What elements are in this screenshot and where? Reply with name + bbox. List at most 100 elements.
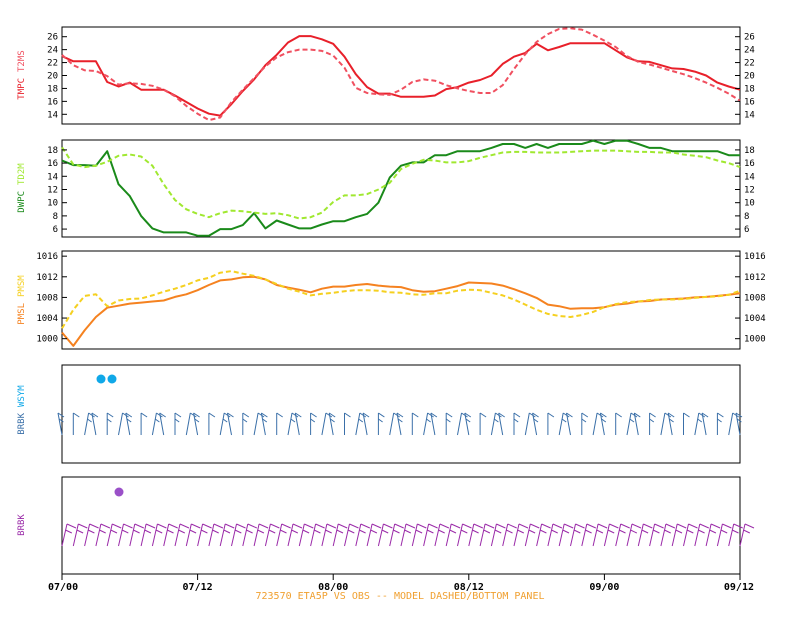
wind-barb-flag: [381, 529, 389, 534]
wind-barb-shaft: [193, 412, 199, 436]
wind-barb-flag: [562, 412, 570, 418]
x-tick-label: 08/12: [454, 582, 484, 593]
wind-barb-flag: [609, 523, 619, 529]
wind-barb-shaft: [502, 523, 509, 547]
barb-panel-label: BRBK WSYM: [17, 385, 27, 435]
wind-barb-shaft: [287, 523, 294, 547]
wind-barb-flag: [615, 412, 622, 418]
wind-barb-flag: [121, 529, 129, 534]
wind-barb-flag: [717, 418, 722, 423]
y-tick-label: 24: [744, 46, 755, 56]
wind-barb-shaft: [581, 523, 588, 547]
wind-barb-flag: [698, 412, 706, 418]
wind-barb-shaft: [163, 523, 170, 547]
wind-barb-flag: [547, 412, 555, 418]
wind-barb-shaft: [242, 523, 249, 547]
wind-barb-flag: [686, 529, 694, 534]
wind-barb-shaft: [649, 523, 656, 547]
wind-barb-shaft: [626, 412, 632, 436]
wind-barb-shaft: [253, 412, 259, 436]
wind-barb-flag: [428, 523, 438, 529]
y-tick-label: 1004: [744, 314, 766, 324]
x-tick-label: 09/12: [724, 582, 754, 593]
wind-barb-flag: [383, 523, 393, 529]
y-axis-label-obs: PMSL: [17, 303, 27, 325]
wind-barb-flag: [330, 418, 335, 423]
wind-barb-shaft: [118, 412, 123, 436]
wind-barb-shaft: [125, 412, 131, 436]
wind-barb-shaft: [701, 412, 707, 436]
wind-barb-flag: [417, 523, 427, 529]
wind-barb-shaft: [298, 523, 305, 547]
y-tick-label: 18: [744, 146, 755, 156]
wind-barb-flag: [66, 523, 77, 529]
wind-barb-flag: [99, 529, 106, 534]
wind-barb-flag: [743, 529, 751, 534]
y-tick-label: 26: [744, 33, 755, 43]
wind-barb-flag: [58, 418, 64, 423]
wind-barb-flag: [159, 412, 166, 418]
wind-barb-shaft: [592, 523, 599, 547]
wind-barb-flag: [359, 412, 367, 418]
wind-barb-flag: [426, 418, 431, 423]
wind-barb-shaft: [660, 523, 667, 547]
wind-barb-flag: [106, 412, 114, 418]
wind-barb-flag: [412, 412, 419, 418]
y-axis-label-model: TD2M: [17, 163, 27, 185]
wind-barb-flag: [573, 529, 581, 534]
wind-barb-flag: [735, 412, 743, 418]
wind-barb-shaft: [423, 523, 430, 547]
wind-barb-shaft: [637, 523, 644, 547]
wind-barb-shaft: [253, 523, 260, 547]
wind-barb-flag: [552, 523, 563, 529]
wind-barb-flag: [145, 523, 156, 529]
wind-barb-flag: [174, 412, 182, 418]
wind-barb-flag: [445, 412, 453, 418]
wind-barb-flag: [630, 529, 638, 534]
x-tick-label: 08/00: [318, 582, 348, 593]
y-tick-label: 1016: [744, 252, 766, 262]
wind-barb-shaft: [118, 523, 124, 547]
series-line-t2ms: [61, 27, 741, 122]
wind-barb-flag: [378, 418, 383, 423]
wind-barb-flag: [270, 523, 280, 529]
wind-barb-flag: [667, 412, 675, 418]
wind-barb-shaft: [84, 523, 91, 547]
wind-barb-flag: [111, 523, 122, 529]
wind-barb-shaft: [362, 412, 368, 436]
wind-barb-flag: [541, 523, 551, 529]
series-line-pmsl: [61, 275, 741, 347]
wind-barb-flag: [223, 412, 231, 418]
wind-barb-flag: [528, 529, 536, 534]
wind-barb-flag: [518, 523, 529, 529]
barb-panel-label: BRBK: [17, 514, 27, 536]
wind-barb-shaft: [129, 523, 136, 547]
wind-barb-flag: [676, 523, 687, 529]
wind-barb-shaft: [174, 523, 181, 547]
wind-barb-flag: [261, 412, 268, 418]
y-tick-label: 16: [744, 97, 755, 107]
wind-barb-flag: [236, 523, 246, 529]
series-line-dwpc: [61, 139, 740, 237]
wind-barb-flag: [378, 412, 385, 418]
wind-barb-shaft: [536, 523, 543, 547]
y-tick-label: 16: [47, 159, 58, 169]
wind-barb-flag: [257, 412, 265, 418]
weather-symbol-dot: [107, 374, 117, 384]
wind-barb-flag: [652, 529, 660, 534]
wind-barb-shaft: [633, 412, 639, 436]
wind-barb-shaft: [667, 412, 673, 436]
wind-barb-flag: [396, 412, 404, 418]
wind-barb-flag: [262, 418, 268, 423]
wind-barb-flag: [178, 529, 186, 534]
wind-barb-flag: [551, 529, 558, 534]
wind-barb-flag: [517, 529, 525, 534]
barb-label-obs: BRBK: [17, 412, 27, 434]
wind-barb-flag: [669, 418, 674, 423]
y-tick-label: 16: [47, 97, 58, 107]
y-tick-label: 1012: [744, 273, 766, 283]
wind-barb-flag: [438, 529, 445, 534]
wind-barb-flag: [473, 523, 484, 529]
wind-barb-flag: [370, 529, 378, 534]
series-line-pmsm: [61, 270, 741, 329]
